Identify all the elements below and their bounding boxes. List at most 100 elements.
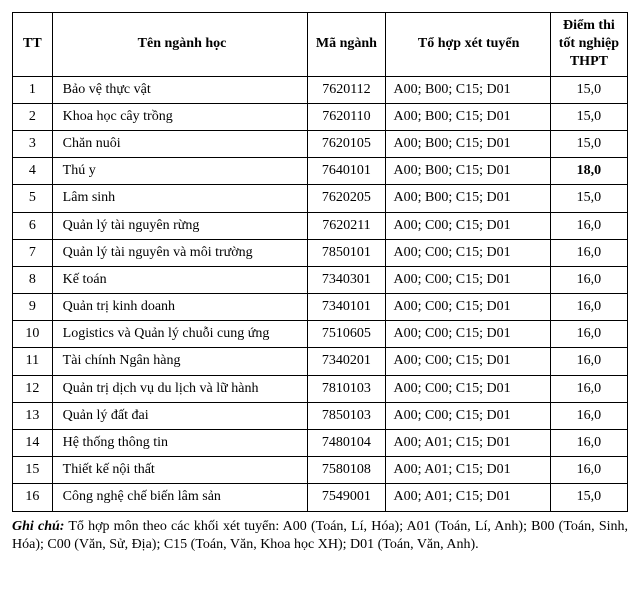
cell-name: Tài chính Ngân hàng — [52, 348, 308, 375]
cell-tt: 15 — [13, 457, 53, 484]
cell-tt: 2 — [13, 103, 53, 130]
cell-name: Hệ thống thông tin — [52, 430, 308, 457]
header-score: Điểm thi tốt nghiệp THPT — [550, 13, 627, 77]
cell-name: Quản trị kinh doanh — [52, 294, 308, 321]
table-row: 1Bảo vệ thực vật7620112A00; B00; C15; D0… — [13, 76, 628, 103]
table-row: 14Hệ thống thông tin7480104A00; A01; C15… — [13, 430, 628, 457]
cell-score: 16,0 — [550, 348, 627, 375]
cell-name: Logistics và Quản lý chuỗi cung ứng — [52, 321, 308, 348]
cell-code: 7810103 — [308, 375, 385, 402]
cell-tt: 4 — [13, 158, 53, 185]
cell-code: 7510605 — [308, 321, 385, 348]
cell-combo: A00; C00; C15; D01 — [385, 402, 550, 429]
cell-tt: 5 — [13, 185, 53, 212]
cell-name: Chăn nuôi — [52, 130, 308, 157]
cell-tt: 12 — [13, 375, 53, 402]
cell-score: 16,0 — [550, 375, 627, 402]
cell-combo: A00; A01; C15; D01 — [385, 430, 550, 457]
cell-combo: A00; C00; C15; D01 — [385, 294, 550, 321]
cell-name: Quản lý tài nguyên và môi trường — [52, 239, 308, 266]
cell-code: 7850103 — [308, 402, 385, 429]
cell-combo: A00; A01; C15; D01 — [385, 457, 550, 484]
table-row: 8Kế toán7340301A00; C00; C15; D0116,0 — [13, 266, 628, 293]
cell-combo: A00; A01; C15; D01 — [385, 484, 550, 511]
table-row: 9Quản trị kinh doanh7340101A00; C00; C15… — [13, 294, 628, 321]
cell-combo: A00; C00; C15; D01 — [385, 266, 550, 293]
cell-score: 15,0 — [550, 103, 627, 130]
cell-name: Quản lý tài nguyên rừng — [52, 212, 308, 239]
cell-tt: 16 — [13, 484, 53, 511]
footnote-text: Tổ hợp môn theo các khối xét tuyển: A00 … — [12, 519, 628, 553]
cell-name: Quản trị dịch vụ du lịch và lữ hành — [52, 375, 308, 402]
table-row: 15Thiết kế nội thất7580108A00; A01; C15;… — [13, 457, 628, 484]
table-row: 2Khoa học cây trồng7620110A00; B00; C15;… — [13, 103, 628, 130]
cell-name: Lâm sinh — [52, 185, 308, 212]
header-tt: TT — [13, 13, 53, 77]
cell-code: 7340301 — [308, 266, 385, 293]
cell-combo: A00; C00; C15; D01 — [385, 239, 550, 266]
cell-combo: A00; B00; C15; D01 — [385, 158, 550, 185]
cell-tt: 9 — [13, 294, 53, 321]
cell-tt: 1 — [13, 76, 53, 103]
cell-combo: A00; B00; C15; D01 — [385, 130, 550, 157]
cell-score: 16,0 — [550, 321, 627, 348]
admissions-table: TT Tên ngành học Mã ngành Tổ hợp xét tuy… — [12, 12, 628, 512]
cell-score: 15,0 — [550, 76, 627, 103]
table-row: 4Thú y7640101A00; B00; C15; D0118,0 — [13, 158, 628, 185]
cell-score: 16,0 — [550, 294, 627, 321]
cell-code: 7340201 — [308, 348, 385, 375]
cell-name: Bảo vệ thực vật — [52, 76, 308, 103]
cell-code: 7340101 — [308, 294, 385, 321]
cell-code: 7620112 — [308, 76, 385, 103]
cell-combo: A00; B00; C15; D01 — [385, 76, 550, 103]
cell-tt: 8 — [13, 266, 53, 293]
cell-code: 7620205 — [308, 185, 385, 212]
cell-code: 7620105 — [308, 130, 385, 157]
cell-score: 15,0 — [550, 185, 627, 212]
cell-name: Công nghệ chế biến lâm sản — [52, 484, 308, 511]
cell-name: Khoa học cây trồng — [52, 103, 308, 130]
cell-code: 7850101 — [308, 239, 385, 266]
cell-code: 7620110 — [308, 103, 385, 130]
cell-tt: 13 — [13, 402, 53, 429]
cell-tt: 7 — [13, 239, 53, 266]
cell-tt: 14 — [13, 430, 53, 457]
table-header-row: TT Tên ngành học Mã ngành Tổ hợp xét tuy… — [13, 13, 628, 77]
cell-combo: A00; C00; C15; D01 — [385, 348, 550, 375]
cell-score: 16,0 — [550, 212, 627, 239]
cell-combo: A00; C00; C15; D01 — [385, 212, 550, 239]
cell-combo: A00; B00; C15; D01 — [385, 185, 550, 212]
cell-code: 7640101 — [308, 158, 385, 185]
cell-score: 16,0 — [550, 402, 627, 429]
cell-score: 16,0 — [550, 239, 627, 266]
cell-code: 7620211 — [308, 212, 385, 239]
cell-score: 16,0 — [550, 430, 627, 457]
cell-score: 15,0 — [550, 130, 627, 157]
cell-score: 16,0 — [550, 457, 627, 484]
cell-combo: A00; C00; C15; D01 — [385, 321, 550, 348]
cell-code: 7549001 — [308, 484, 385, 511]
table-row: 11Tài chính Ngân hàng7340201A00; C00; C1… — [13, 348, 628, 375]
table-row: 5Lâm sinh7620205A00; B00; C15; D0115,0 — [13, 185, 628, 212]
cell-combo: A00; C00; C15; D01 — [385, 375, 550, 402]
table-row: 10Logistics và Quản lý chuỗi cung ứng751… — [13, 321, 628, 348]
footnote: Ghi chú: Tổ hợp môn theo các khối xét tu… — [12, 518, 628, 556]
cell-tt: 11 — [13, 348, 53, 375]
cell-name: Thiết kế nội thất — [52, 457, 308, 484]
table-row: 3Chăn nuôi7620105A00; B00; C15; D0115,0 — [13, 130, 628, 157]
cell-tt: 10 — [13, 321, 53, 348]
table-row: 6Quản lý tài nguyên rừng7620211A00; C00;… — [13, 212, 628, 239]
cell-tt: 3 — [13, 130, 53, 157]
cell-name: Kế toán — [52, 266, 308, 293]
cell-score: 15,0 — [550, 484, 627, 511]
table-row: 7Quản lý tài nguyên và môi trường7850101… — [13, 239, 628, 266]
cell-tt: 6 — [13, 212, 53, 239]
cell-name: Quản lý đất đai — [52, 402, 308, 429]
cell-combo: A00; B00; C15; D01 — [385, 103, 550, 130]
table-row: 13Quản lý đất đai7850103A00; C00; C15; D… — [13, 402, 628, 429]
cell-name: Thú y — [52, 158, 308, 185]
cell-score: 16,0 — [550, 266, 627, 293]
cell-score: 18,0 — [550, 158, 627, 185]
header-name: Tên ngành học — [52, 13, 308, 77]
header-code: Mã ngành — [308, 13, 385, 77]
